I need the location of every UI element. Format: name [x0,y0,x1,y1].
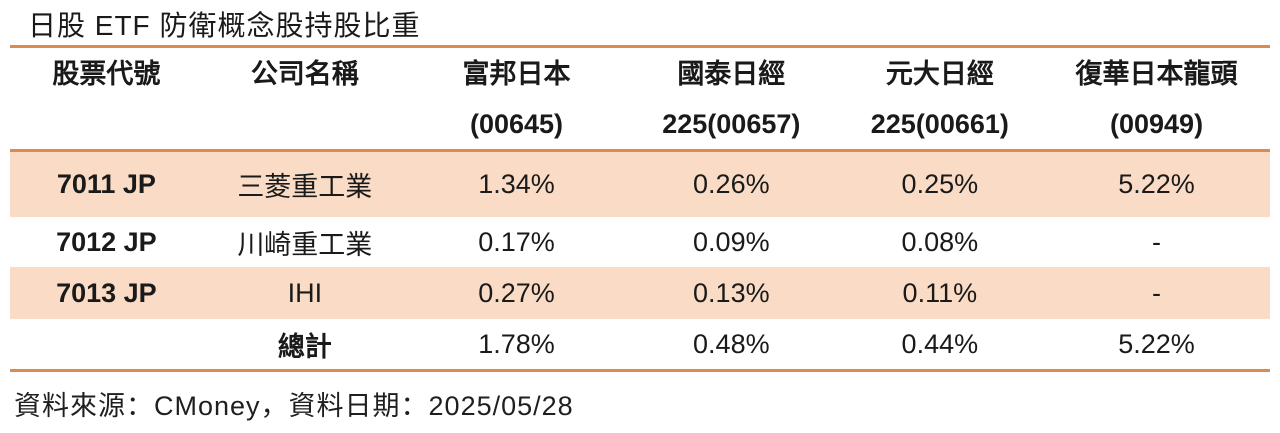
cell-weight-fuhhwa: 5.22% [1118,169,1195,199]
column-header-line2: 225(00657) [662,109,801,139]
cell-total-label: 總計 [277,331,332,362]
cell-weight-fubon: 0.17% [478,226,555,257]
column-header-stock-code: 股票代號 [10,48,203,149]
column-header-line2 [203,98,407,148]
figure-title: 日股 ETF 防衛概念股持股比重 [28,10,421,41]
cell-weight-fubon: 1.34% [478,169,555,199]
cell-stock-code: 7013 JP [56,277,157,308]
table-bottom-line [10,369,1270,372]
cell-weight-yuanta: 0.11% [902,277,978,308]
cell-weight-cathay: 0.13% [693,277,770,308]
cell-total-fubon: 1.78% [478,328,555,359]
column-header-fubon-japan: 富邦日本 (00645) [407,48,626,149]
column-header-line2: 225(00661) [870,109,1009,139]
column-header-line1: 復華日本龍頭 [1075,59,1238,89]
column-header-line2: (00645) [469,109,564,139]
cell-weight-fuhhwa: - [1152,277,1162,308]
title-underline [10,45,1270,48]
table-total-row: 總計 1.78% 0.48% 0.44% 5.22% [10,319,1270,369]
cell-weight-fuhhwa: - [1152,226,1162,257]
column-header-fuhhwa-japan-leaders: 復華日本龍頭 (00949) [1043,48,1270,149]
column-header-company-name: 公司名稱 [203,48,407,149]
table-row: 7012 JP 川崎重工業 0.17% 0.09% 0.08% - [10,217,1270,267]
holdings-table: 股票代號 公司名稱 富邦日本 (00645) 國泰日經 225(00657) 元… [10,48,1270,372]
column-header-line1: 股票代號 [52,59,161,89]
column-header-line2: (00949) [1110,109,1204,139]
cell-stock-code: 7011 JP [56,169,156,199]
cell-company-name: 三菱重工業 [237,172,373,202]
cell-weight-cathay: 0.09% [693,226,770,257]
column-header-line1: 國泰日經 [677,59,786,89]
column-header-line1: 富邦日本 [462,59,571,89]
cell-total-fuhhwa: 5.22% [1118,328,1195,359]
cell-total-yuanta: 0.44% [901,328,979,359]
cell-weight-fubon: 0.27% [478,277,555,308]
cell-total-cathay: 0.48% [693,328,770,359]
data-source-note: 資料來源：CMoney，資料日期：2025/05/28 [14,391,574,421]
cell-weight-cathay: 0.26% [693,169,770,199]
table-row: 7011 JP 三菱重工業 1.34% 0.26% 0.25% 5.22% [10,152,1270,217]
cell-company-name: IHI [287,277,323,308]
cell-weight-yuanta: 0.25% [901,169,979,199]
column-header-line1: 公司名稱 [250,59,359,89]
column-header-line1: 元大日經 [885,59,994,89]
header-divider-line [10,149,1270,152]
table-row: 7013 JP IHI 0.27% 0.13% 0.11% - [10,267,1270,319]
cell-weight-yuanta: 0.08% [901,226,979,257]
column-header-cathay-nikkei225: 國泰日經 225(00657) [626,48,836,149]
cell-company-name: 川崎重工業 [237,229,373,260]
column-header-yuanta-nikkei225: 元大日經 225(00661) [837,48,1044,149]
table-header-row: 股票代號 公司名稱 富邦日本 (00645) 國泰日經 225(00657) 元… [10,48,1270,149]
cell-stock-code: 7012 JP [56,226,157,257]
column-header-line2 [10,98,203,148]
